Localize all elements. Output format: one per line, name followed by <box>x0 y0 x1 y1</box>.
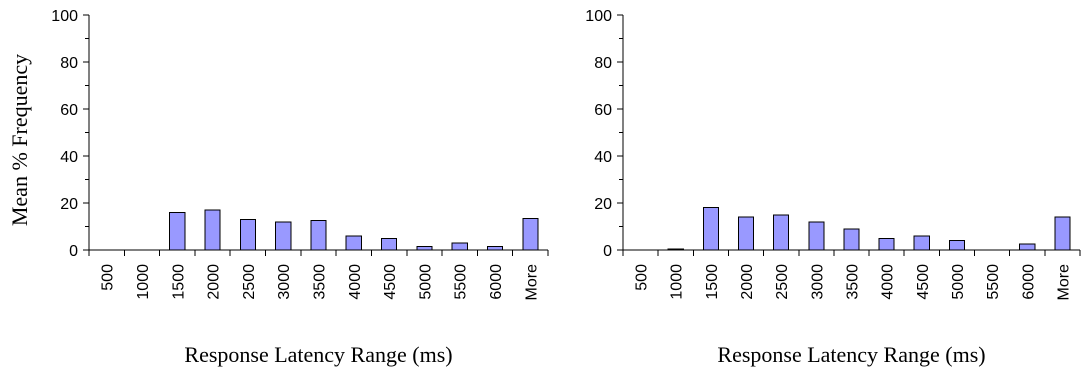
x-tick-label: 1500 <box>170 264 187 300</box>
bar-2500 <box>773 214 790 251</box>
bar-3000 <box>808 221 825 251</box>
x-tick-label: 3000 <box>276 264 293 300</box>
x-tick-label: 1500 <box>704 264 721 300</box>
x-axis-title: Response Latency Range (ms) <box>717 342 985 367</box>
bar-5500 <box>451 242 468 251</box>
x-tick-label: 1000 <box>135 264 152 300</box>
x-tick-label: 5000 <box>417 264 434 300</box>
x-tick-label: More <box>1055 264 1072 301</box>
bar-3500 <box>310 220 327 251</box>
x-tick-label: 3000 <box>809 264 826 300</box>
bar-1500 <box>702 207 719 251</box>
x-tick-label: 1000 <box>669 264 686 300</box>
x-tick-label: 6000 <box>488 264 505 300</box>
y-tick-label: 40 <box>60 149 78 166</box>
x-tick-label: 2500 <box>241 264 258 300</box>
x-tick-label: 4000 <box>347 264 364 300</box>
bar-6000 <box>1019 243 1036 251</box>
y-tick-label: 0 <box>603 243 612 260</box>
y-tick-label: 20 <box>594 196 612 213</box>
chart-left: 0 20 40 60 80 100 500 1000 1500 2000 2500 3000 3500 4… <box>7 8 549 367</box>
bar-4500 <box>913 235 930 251</box>
bar-2000 <box>204 209 221 251</box>
x-tick-label: 2000 <box>739 264 756 300</box>
x-tick-label: 3500 <box>312 264 329 300</box>
bar-5000 <box>416 246 433 251</box>
bar-4000 <box>345 235 362 251</box>
y-tick-label: 60 <box>60 102 78 119</box>
y-tick-label: 80 <box>60 55 78 72</box>
x-tick-label: 5000 <box>950 264 967 300</box>
x-tick-label: More <box>523 264 540 301</box>
x-tick-label: 5500 <box>985 264 1002 300</box>
x-tick-label: 500 <box>634 264 651 291</box>
x-tick-label: 4500 <box>382 264 399 300</box>
bar-2500 <box>239 218 257 251</box>
y-tick-label: 0 <box>69 243 78 260</box>
bar-3000 <box>275 221 292 251</box>
y-tick-label: 40 <box>594 149 612 166</box>
y-tick-label: 80 <box>594 55 612 72</box>
x-tick-label: 4500 <box>915 264 932 300</box>
bar-4500 <box>381 237 398 251</box>
x-tick-label: 2500 <box>774 264 791 300</box>
y-tick-label: 100 <box>585 8 612 25</box>
y-tick-label: 100 <box>51 8 78 25</box>
bar-4000 <box>878 237 895 251</box>
y-tick-label: 60 <box>594 102 612 119</box>
bar-5000 <box>948 240 966 251</box>
x-axis-title: Response Latency Range (ms) <box>184 342 452 367</box>
y-tick-label: 20 <box>60 196 78 213</box>
chart-right: 0 20 40 60 80 100 500 1000 1500 2000 2500 3000 3500 4… <box>585 8 1081 367</box>
x-tick-label: 6000 <box>1020 264 1037 300</box>
x-tick-label: 5500 <box>453 264 470 300</box>
bar-more <box>1054 216 1071 251</box>
x-tick-label: 3500 <box>845 264 862 300</box>
bar-6000 <box>486 246 504 251</box>
bar-2000 <box>738 216 755 251</box>
x-tick-label: 500 <box>100 264 117 291</box>
bar-1500 <box>169 211 186 251</box>
bar-more <box>522 217 539 251</box>
bar-3500 <box>843 228 860 251</box>
x-tick-label: 4000 <box>880 264 897 300</box>
y-axis-title: Mean % Frequency <box>7 54 32 226</box>
x-tick-label: 2000 <box>206 264 223 300</box>
